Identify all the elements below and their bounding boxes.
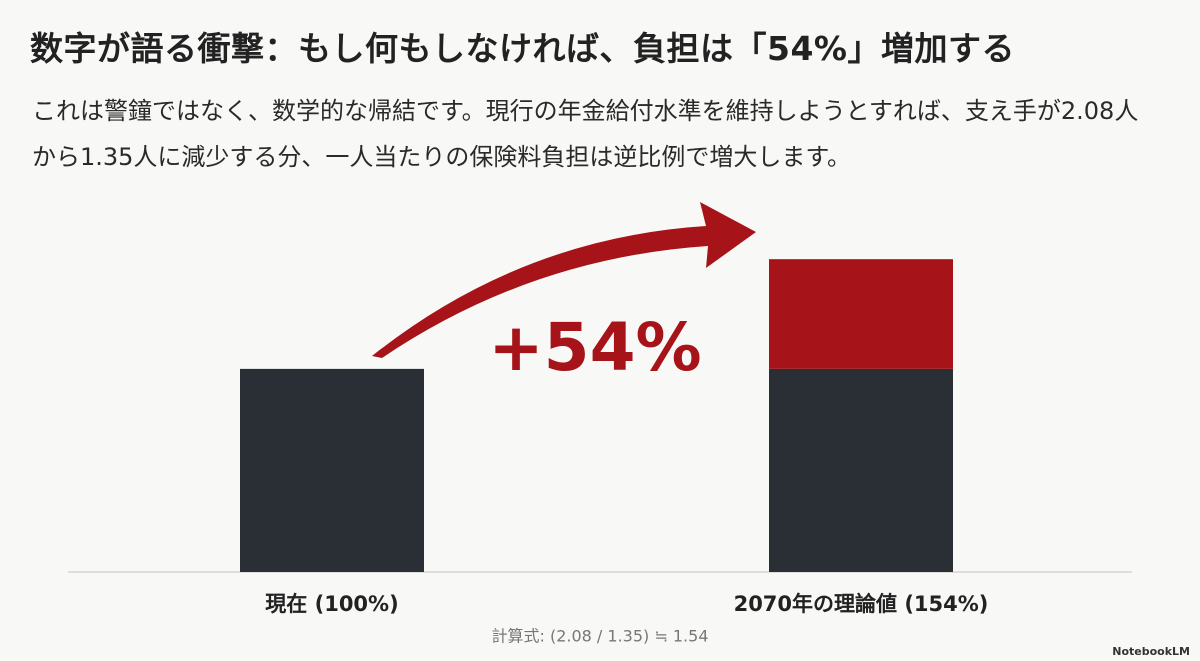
bar-segment [769, 368, 953, 572]
subtitle: これは警鐘ではなく、数学的な帰結です。現行の年金給付水準を維持しようとすれば、支… [32, 97, 1139, 171]
x-tick-label: 現在 (100%) [265, 592, 398, 616]
watermark: NotebookLM [1112, 645, 1190, 658]
bar-segment [769, 259, 953, 369]
x-tick-label: 2070年の理論値 (154%) [734, 592, 989, 616]
arrow [372, 202, 756, 358]
annotation: +54% [488, 309, 701, 386]
bar-segment [240, 368, 424, 572]
footnote: 計算式: (2.08 / 1.35) ≒ 1.54 [492, 627, 709, 646]
title: 数字が語る衝撃：もし何もしなければ、負担は「54%」増加する [30, 29, 1015, 68]
